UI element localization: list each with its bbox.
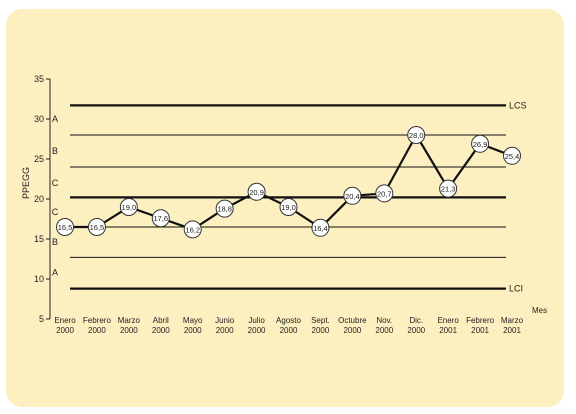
y-tick-label: 25 bbox=[34, 154, 44, 164]
x-tick-label-month: Enero bbox=[54, 316, 76, 325]
x-tick-label-month: Febrero bbox=[83, 316, 112, 325]
data-label: 16,5 bbox=[58, 223, 73, 232]
data-point bbox=[471, 134, 490, 153]
x-tick-label-month: Abril bbox=[153, 316, 169, 325]
data-label: 20,4 bbox=[345, 192, 360, 201]
data-label: 20,7 bbox=[377, 189, 392, 198]
zone-label: B bbox=[52, 146, 58, 156]
data-point bbox=[503, 146, 521, 165]
x-tick-label-month: Mayo bbox=[183, 316, 203, 325]
y-tick-label: 5 bbox=[39, 314, 44, 324]
zone-label: A bbox=[52, 114, 58, 124]
data-point bbox=[407, 126, 426, 144]
x-tick-label-month: Agosto bbox=[276, 316, 301, 325]
data-point bbox=[375, 184, 394, 203]
data-label: 16,2 bbox=[185, 225, 200, 234]
data-label: 26,9 bbox=[473, 140, 488, 149]
data-point bbox=[439, 179, 458, 198]
x-tick-label-year: 2000 bbox=[56, 326, 74, 335]
zone-label: C bbox=[52, 207, 59, 217]
x-tick-label-month: Julio bbox=[248, 316, 265, 325]
data-point bbox=[343, 186, 362, 205]
data-point bbox=[183, 220, 202, 239]
x-tick-label-year: 2000 bbox=[343, 326, 361, 335]
data-point bbox=[119, 198, 138, 216]
x-tick-label-year: 2000 bbox=[280, 326, 298, 335]
x-tick-label-month: Nov. bbox=[376, 316, 392, 325]
data-label: 16,4 bbox=[313, 224, 328, 233]
data-point bbox=[87, 218, 106, 236]
data-label: 19,0 bbox=[122, 203, 137, 212]
y-tick-label: 10 bbox=[34, 274, 44, 284]
data-point bbox=[215, 199, 234, 218]
y-axis-label: PPEGG bbox=[21, 167, 31, 199]
x-tick-label-year: 2001 bbox=[471, 326, 489, 335]
x-tick-label-month: Dic. bbox=[409, 316, 423, 325]
data-label: 25,4 bbox=[505, 152, 520, 161]
data-label: 16,5 bbox=[90, 223, 105, 232]
data-point bbox=[311, 218, 330, 237]
x-tick-label-year: 2000 bbox=[88, 326, 106, 335]
x-tick-label-month: Enero bbox=[437, 316, 459, 325]
data-label: 21,3 bbox=[441, 185, 456, 194]
x-tick-label-year: 2000 bbox=[375, 326, 393, 335]
x-axis-label: Mes bbox=[532, 306, 547, 315]
data-label: 20,9 bbox=[249, 188, 264, 197]
data-point bbox=[56, 218, 74, 236]
x-tick-label-year: 2001 bbox=[503, 326, 521, 335]
data-label: 17,6 bbox=[153, 214, 168, 223]
y-tick-label: 30 bbox=[34, 114, 44, 124]
x-tick-label-year: 2000 bbox=[312, 326, 330, 335]
zone-label: C bbox=[52, 178, 59, 188]
x-tick-label-year: 2000 bbox=[407, 326, 425, 335]
y-tick-label: 35 bbox=[34, 74, 44, 84]
x-tick-label-year: 2001 bbox=[439, 326, 457, 335]
y-tick-label: 20 bbox=[34, 194, 44, 204]
x-tick-label-month: Junio bbox=[215, 316, 235, 325]
y-tick-label: 15 bbox=[34, 234, 44, 244]
x-tick-label-year: 2000 bbox=[248, 326, 266, 335]
data-label: 28,0 bbox=[409, 131, 424, 140]
zone-label: B bbox=[52, 237, 58, 247]
data-label: 19,0 bbox=[281, 203, 296, 212]
x-tick-label-month: Octubre bbox=[338, 316, 367, 325]
data-label: 18,8 bbox=[217, 205, 232, 214]
x-tick-label-month: Marzo bbox=[501, 316, 524, 325]
control-line-label: LCS bbox=[509, 100, 527, 110]
x-tick-label-month: Sept. bbox=[311, 316, 330, 325]
x-tick-label-year: 2000 bbox=[216, 326, 234, 335]
data-point bbox=[247, 182, 266, 201]
data-point bbox=[279, 198, 298, 216]
x-tick-label-month: Marzo bbox=[118, 316, 141, 325]
data-point bbox=[151, 209, 170, 228]
x-tick-label-month: Febrero bbox=[466, 316, 495, 325]
x-tick-label-year: 2000 bbox=[120, 326, 138, 335]
zone-label: A bbox=[52, 268, 58, 278]
control-line-label: LCI bbox=[509, 284, 523, 294]
x-tick-label-year: 2000 bbox=[152, 326, 170, 335]
x-tick-label-year: 2000 bbox=[184, 326, 202, 335]
